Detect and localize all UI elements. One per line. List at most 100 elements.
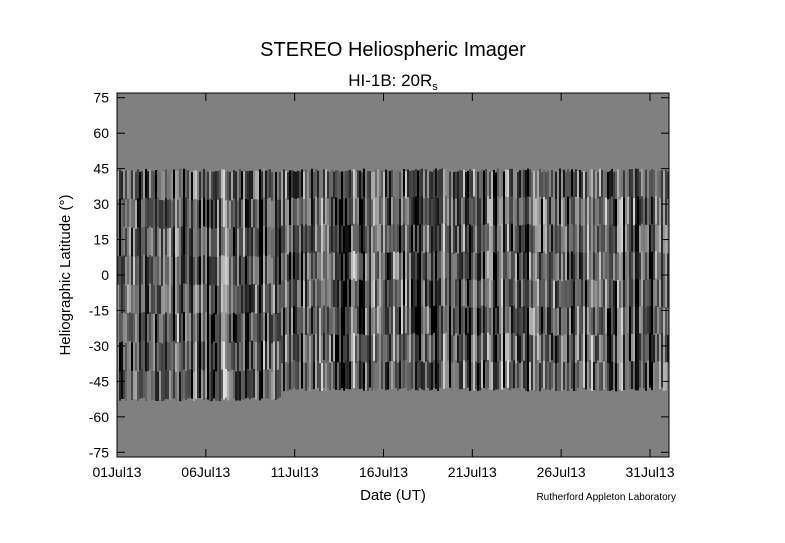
- texture: [367, 171, 369, 199]
- texture: [341, 306, 343, 335]
- texture: [247, 340, 249, 370]
- texture: [563, 197, 565, 226]
- texture: [567, 196, 569, 225]
- texture: [133, 284, 135, 314]
- texture: [367, 198, 369, 227]
- texture: [217, 314, 219, 344]
- texture: [431, 307, 433, 336]
- texture: [475, 361, 477, 390]
- texture: [343, 280, 345, 309]
- texture: [265, 369, 267, 399]
- texture: [433, 169, 435, 198]
- texture: [173, 283, 175, 313]
- texture: [487, 305, 489, 334]
- texture: [423, 335, 425, 364]
- texture: [623, 225, 625, 254]
- texture: [359, 252, 361, 281]
- texture: [557, 335, 559, 364]
- texture: [439, 360, 441, 388]
- texture: [509, 251, 511, 280]
- texture: [385, 169, 387, 198]
- texture: [641, 223, 643, 252]
- texture: [493, 197, 495, 226]
- texture: [635, 223, 637, 253]
- texture: [511, 305, 513, 334]
- texture: [513, 223, 515, 252]
- texture: [127, 198, 129, 228]
- texture: [589, 196, 591, 224]
- texture: [159, 228, 161, 258]
- texture: [379, 362, 381, 391]
- texture: [117, 227, 119, 257]
- texture: [425, 251, 427, 280]
- texture: [587, 197, 589, 226]
- texture: [351, 306, 353, 335]
- texture: [255, 341, 257, 371]
- texture: [119, 371, 121, 401]
- texture: [213, 341, 215, 371]
- texture: [281, 198, 283, 227]
- texture: [451, 252, 453, 281]
- texture: [653, 335, 655, 364]
- texture: [421, 361, 423, 390]
- texture: [215, 199, 217, 229]
- texture: [415, 334, 417, 363]
- texture: [133, 227, 135, 257]
- texture: [243, 342, 245, 372]
- texture: [627, 169, 629, 198]
- texture: [467, 197, 469, 226]
- texture: [353, 196, 355, 225]
- texture: [181, 197, 183, 227]
- texture: [393, 278, 395, 307]
- texture: [207, 370, 209, 400]
- texture: [213, 284, 215, 314]
- texture: [635, 279, 637, 308]
- texture: [141, 256, 143, 285]
- texture: [351, 252, 353, 281]
- texture: [481, 196, 483, 225]
- texture: [339, 280, 341, 309]
- texture: [247, 199, 249, 229]
- texture: [183, 226, 185, 256]
- texture: [661, 170, 663, 199]
- texture: [277, 199, 279, 229]
- texture: [155, 285, 157, 315]
- texture: [653, 169, 655, 198]
- texture: [173, 255, 175, 285]
- texture: [157, 226, 159, 257]
- texture: [465, 199, 467, 227]
- texture: [347, 306, 349, 335]
- texture: [463, 333, 465, 361]
- texture: [339, 226, 341, 255]
- texture: [655, 223, 657, 252]
- texture: [663, 308, 665, 337]
- texture: [455, 333, 457, 361]
- texture: [595, 363, 597, 392]
- texture: [353, 305, 355, 334]
- texture: [577, 198, 579, 226]
- texture: [443, 224, 445, 252]
- texture: [557, 307, 559, 336]
- texture: [251, 227, 253, 257]
- texture: [377, 333, 379, 362]
- texture: [381, 306, 383, 335]
- texture: [473, 279, 475, 308]
- texture: [451, 335, 453, 364]
- texture: [641, 168, 643, 197]
- texture: [325, 224, 327, 253]
- texture: [431, 335, 433, 363]
- texture: [513, 196, 515, 224]
- texture: [129, 255, 131, 285]
- texture: [129, 340, 131, 370]
- texture: [645, 169, 647, 198]
- texture: [141, 199, 143, 229]
- texture: [337, 225, 339, 254]
- texture: [179, 284, 181, 315]
- texture: [611, 168, 613, 198]
- texture: [545, 307, 547, 336]
- texture: [307, 198, 309, 227]
- texture: [397, 168, 399, 198]
- texture: [463, 251, 465, 280]
- texture: [231, 200, 233, 230]
- texture: [295, 361, 297, 390]
